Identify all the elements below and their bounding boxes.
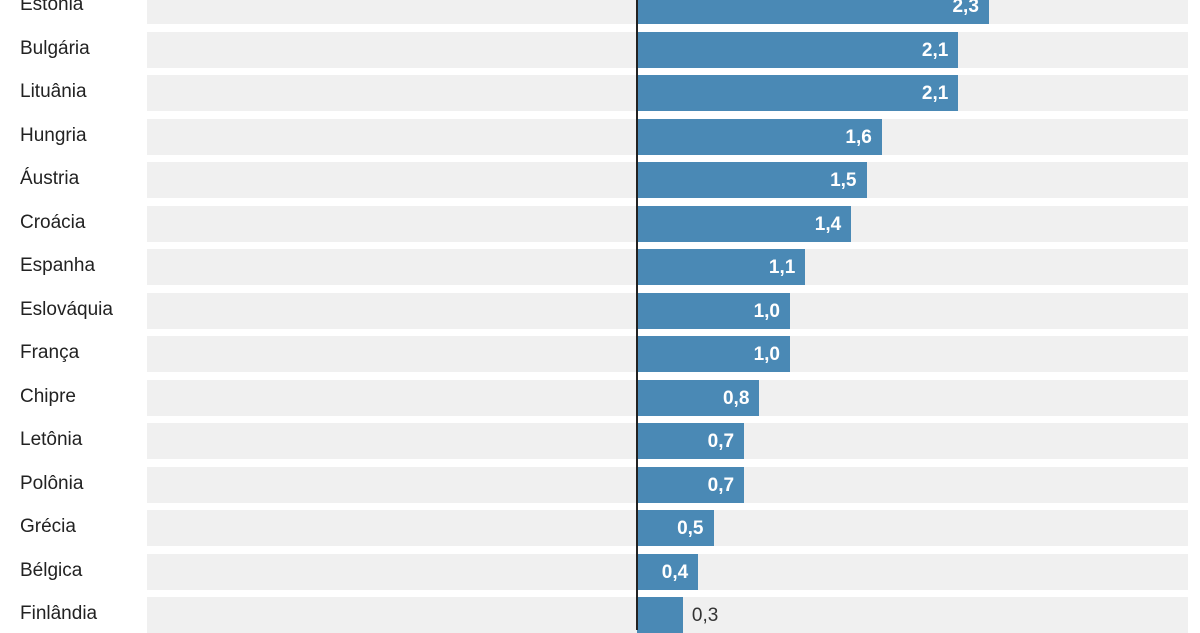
value-label: 0,7 <box>707 474 735 496</box>
value-label: 0,3 <box>691 605 719 626</box>
category-label: Letônia <box>20 429 83 450</box>
category-label: Eslováquia <box>20 298 113 320</box>
bar <box>637 553 699 590</box>
value-label: 1,0 <box>753 300 780 322</box>
bar <box>637 249 806 285</box>
category-label: Grécia <box>20 516 76 537</box>
bar <box>637 336 790 372</box>
bar <box>637 466 745 503</box>
category-label: França <box>20 342 80 363</box>
bar <box>637 31 959 68</box>
value-label: 2,3 <box>952 0 979 17</box>
category-label: Croácia <box>20 211 86 233</box>
bar <box>637 205 852 242</box>
value-label: 1,5 <box>830 170 857 191</box>
bar <box>637 423 745 459</box>
value-label: 0,5 <box>677 518 704 539</box>
bar <box>637 292 790 329</box>
bar <box>637 75 959 111</box>
zero-axis-line <box>636 0 638 630</box>
category-label: Áustria <box>20 168 80 189</box>
value-label: 1,0 <box>753 344 780 365</box>
value-label: 0,4 <box>661 561 689 583</box>
value-label: 1,1 <box>768 257 796 278</box>
value-label: 0,7 <box>707 431 735 452</box>
bar <box>637 118 882 155</box>
bar <box>637 510 714 546</box>
category-label: Bélgica <box>20 559 83 581</box>
category-label: Hungria <box>20 124 87 146</box>
bar <box>637 597 683 633</box>
category-label: Espanha <box>20 255 96 276</box>
category-label: Chipre <box>20 385 76 407</box>
bar <box>637 379 760 416</box>
value-label: 2,1 <box>921 83 949 104</box>
category-label: Lituânia <box>20 81 87 102</box>
bar <box>637 0 989 24</box>
category-label: Estônia <box>20 0 84 15</box>
value-label: 1,4 <box>814 213 842 235</box>
value-label: 1,6 <box>845 126 872 148</box>
category-label: Bulgária <box>20 37 90 59</box>
value-label: 2,1 <box>921 39 949 61</box>
category-label: Polônia <box>20 472 84 494</box>
bar <box>637 162 867 198</box>
category-label: Finlândia <box>20 603 98 624</box>
value-label: 0,8 <box>722 387 750 409</box>
